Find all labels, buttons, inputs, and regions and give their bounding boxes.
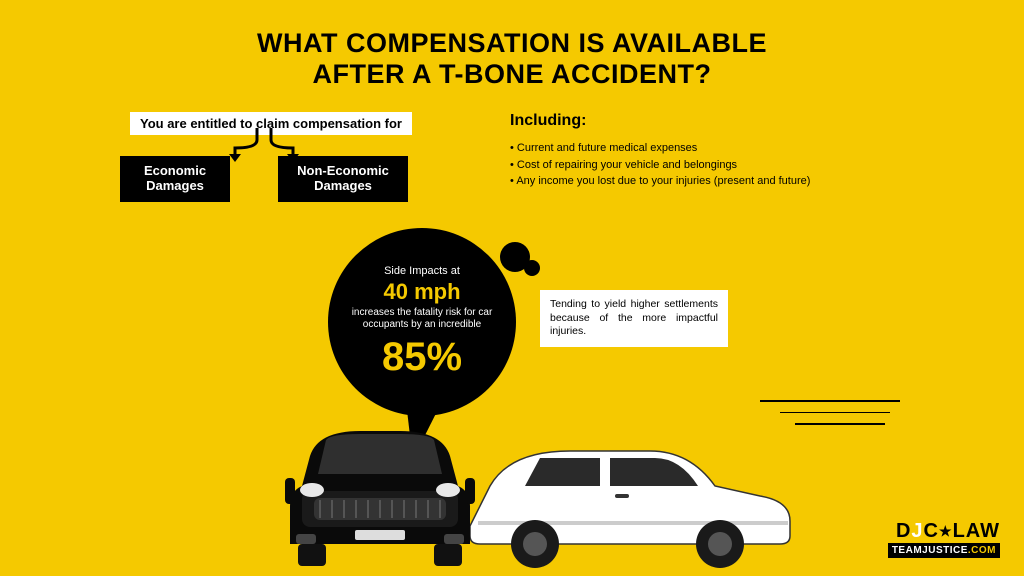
logo-j: J: [911, 520, 923, 542]
stat-line-3: increases the fatality risk for car occu…: [346, 307, 498, 331]
stat-percent: 85%: [382, 335, 462, 380]
brand-logo: DJC★LAW TEAMJUSTICE.COM: [888, 520, 1000, 558]
logo-c: C: [924, 520, 939, 542]
title-line-1: WHAT COMPENSATION IS AVAILABLE: [0, 28, 1024, 59]
bullet-item: Cost of repairing your vehicle and belon…: [510, 157, 810, 174]
cars-collision-illustration: [260, 396, 820, 576]
economic-l2: Damages: [134, 179, 216, 194]
logo-bottom-line: TEAMJUSTICE.COM: [888, 543, 1000, 558]
noneconomic-l1: Non-Economic: [292, 164, 394, 179]
logo-team: TEAMJUSTICE: [892, 545, 968, 556]
logo-com: .COM: [968, 545, 996, 556]
tending-note: Tending to yield higher settlements beca…: [540, 290, 728, 347]
bullet-list: Current and future medical expenses Cost…: [510, 140, 810, 190]
star-icon: ★: [939, 523, 953, 539]
bullet-item: Any income you lost due to your injuries…: [510, 173, 810, 190]
logo-top-line: DJC★LAW: [888, 520, 1000, 543]
bullet-item: Current and future medical expenses: [510, 140, 810, 157]
noneconomic-l2: Damages: [292, 179, 394, 194]
noneconomic-damages-box: Non-Economic Damages: [278, 156, 408, 202]
stat-speech-bubble: Side Impacts at 40 mph increases the fat…: [328, 228, 516, 416]
economic-damages-box: Economic Damages: [120, 156, 230, 202]
logo-d: D: [896, 520, 911, 542]
speech-bubble-dot-icon: [524, 260, 540, 276]
including-heading: Including:: [510, 112, 586, 130]
page-title: WHAT COMPENSATION IS AVAILABLE AFTER A T…: [0, 0, 1024, 90]
stat-speed: 40 mph: [383, 279, 460, 305]
logo-law: LAW: [953, 520, 1000, 542]
economic-l1: Economic: [134, 164, 216, 179]
stat-line-1: Side Impacts at: [384, 265, 460, 277]
title-line-2: AFTER A T-BONE ACCIDENT?: [0, 59, 1024, 90]
